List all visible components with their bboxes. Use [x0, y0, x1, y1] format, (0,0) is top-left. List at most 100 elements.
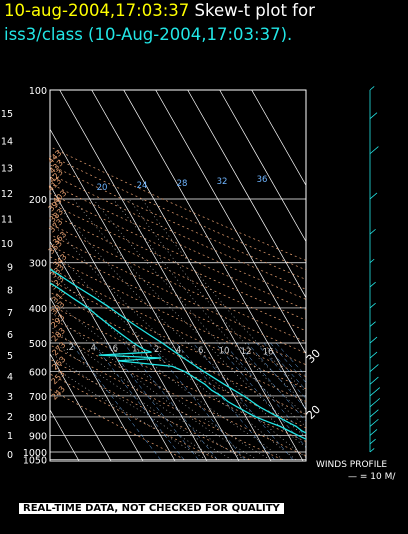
- pressure-tick-label: 800: [29, 413, 47, 424]
- wind-barb: [369, 336, 378, 344]
- dry-adiabat-label: 343: [52, 252, 69, 269]
- pressure-tick-label: 100: [29, 86, 47, 97]
- moist-adiabat-line: [52, 198, 306, 448]
- wind-barb: [369, 146, 379, 155]
- dry-adiabat-line: [50, 344, 283, 461]
- pressure-tick-label: 200: [29, 195, 47, 206]
- mixing-ratio-label: 4.: [176, 346, 184, 356]
- dry-adiabat-line: [50, 317, 306, 442]
- mixing-ratio-line: [105, 342, 199, 460]
- pressure-tick-label: 1050: [23, 456, 47, 467]
- mixing-ratio-label: 36: [257, 175, 268, 185]
- isotherm-line: [219, 90, 306, 243]
- dry-adiabat-line: [50, 223, 306, 343]
- dry-adiabat-line: [50, 234, 306, 354]
- height-tick-label: 2: [7, 412, 13, 423]
- isotherm-line: [59, 90, 272, 461]
- isotherm-line: [50, 353, 112, 461]
- moist-adiabat-line: [50, 244, 297, 460]
- isotherm-line: [50, 128, 240, 461]
- moist-adiabat-line: [50, 364, 207, 460]
- isotherm-line: [50, 184, 208, 461]
- wind-barb: [369, 398, 381, 408]
- wind-barb: [369, 228, 376, 235]
- height-tick-label: 14: [1, 136, 13, 147]
- sounding-traces: [50, 268, 306, 440]
- dry-adiabat-line: [50, 202, 306, 321]
- plot-frame: [49, 89, 307, 462]
- dry-adiabat-label: 283: [50, 326, 67, 343]
- title-date-time: 10-aug-2004,17:03:37: [4, 1, 190, 20]
- isotherm-line: [91, 90, 304, 461]
- mixing-ratio-line: [263, 342, 306, 391]
- mixing-ratio-label: .6: [110, 344, 118, 354]
- pressure-tick-label: 900: [29, 431, 47, 442]
- isotherm-line: [50, 240, 176, 461]
- mixing-ratio-label: 12: [241, 347, 252, 357]
- moist-adiabat-line: [141, 198, 306, 393]
- temperature-trace: [50, 268, 306, 434]
- mixing-ratio-label: 16: [263, 348, 274, 358]
- isotherm-line: [187, 90, 306, 299]
- title-plot-label: Skew-t plot for: [194, 1, 315, 20]
- mixing-ratio-line: [193, 342, 294, 460]
- height-tick-label: 0: [7, 450, 13, 461]
- mixing-ratio-label: 20: [97, 183, 108, 193]
- dry-adiabat-line: [50, 330, 306, 457]
- pressure-tick-label: 1000: [23, 448, 47, 459]
- wind-barb: [369, 321, 376, 327]
- mixing-ratio-line: [148, 342, 246, 460]
- mixing-ratio-line: [176, 342, 275, 460]
- mixing-ratio-line: [92, 342, 185, 460]
- height-tick-label: 13: [1, 163, 13, 174]
- moist-adiabat-line: [50, 352, 220, 460]
- wind-barb: [369, 281, 376, 288]
- dry-adiabat-line: [50, 155, 306, 271]
- quality-warning: REAL-TIME DATA, NOT CHECKED FOR QUALITY: [19, 503, 284, 514]
- mixing-ratio-line: [236, 342, 306, 422]
- mixing-ratio-label: 24: [137, 181, 148, 191]
- wind-barb: [369, 376, 379, 385]
- wind-barb: [369, 112, 378, 119]
- mixing-ratio-line: [270, 342, 306, 383]
- mixing-ratio-label: 2.: [154, 345, 162, 355]
- pressure-tick-label: 700: [29, 392, 47, 403]
- dry-adiabat-line: [50, 388, 185, 461]
- mixing-ratio-line: [247, 342, 306, 410]
- isotherm-line: [251, 90, 306, 187]
- pressure-tick-label: 500: [29, 339, 47, 350]
- pressure-tick-label: 600: [29, 368, 47, 379]
- dry-adiabat-line: [50, 213, 306, 332]
- moist-adiabat-line: [50, 325, 245, 460]
- mixing-ratio-label: 32: [217, 177, 228, 187]
- moist-adiabat-line: [50, 311, 258, 460]
- mixing-ratio-line: [256, 342, 306, 399]
- winds-profile-label: WINDS PROFILE: [316, 460, 388, 470]
- dry-adiabat-line: [50, 146, 306, 261]
- chart-title: 10-aug-2004,17:03:37 Skew-t plot for: [4, 1, 315, 20]
- dry-adiabat-line: [50, 164, 306, 280]
- moist-adiabat-line: [92, 198, 306, 427]
- mixing-ratio-line: [123, 342, 218, 460]
- moist-adiabat-line: [50, 296, 271, 460]
- height-tick-label: 12: [1, 189, 13, 200]
- mixing-ratio-line: [275, 342, 306, 377]
- height-tick-label: 8: [7, 286, 13, 297]
- wind-barb: [369, 258, 375, 264]
- mixing-ratio-label: 10: [219, 347, 230, 357]
- dry-adiabat-line: [50, 183, 306, 300]
- background-grid: [50, 90, 306, 461]
- isotherm-line: [155, 90, 306, 355]
- wind-barb: [369, 302, 376, 309]
- mixing-ratio-label: .4: [88, 344, 96, 354]
- isotherm-line: [50, 296, 144, 461]
- height-tick-label: 5: [7, 351, 13, 362]
- height-tick-label: 7: [7, 308, 13, 319]
- wind-barb: [369, 418, 379, 427]
- wind-profile-panel: [369, 86, 381, 453]
- moist-adiabat-line: [50, 219, 306, 458]
- moist-adiabat-line: [128, 198, 306, 405]
- dry-adiabat-line: [50, 358, 250, 461]
- dry-adiabat-line: [50, 192, 306, 310]
